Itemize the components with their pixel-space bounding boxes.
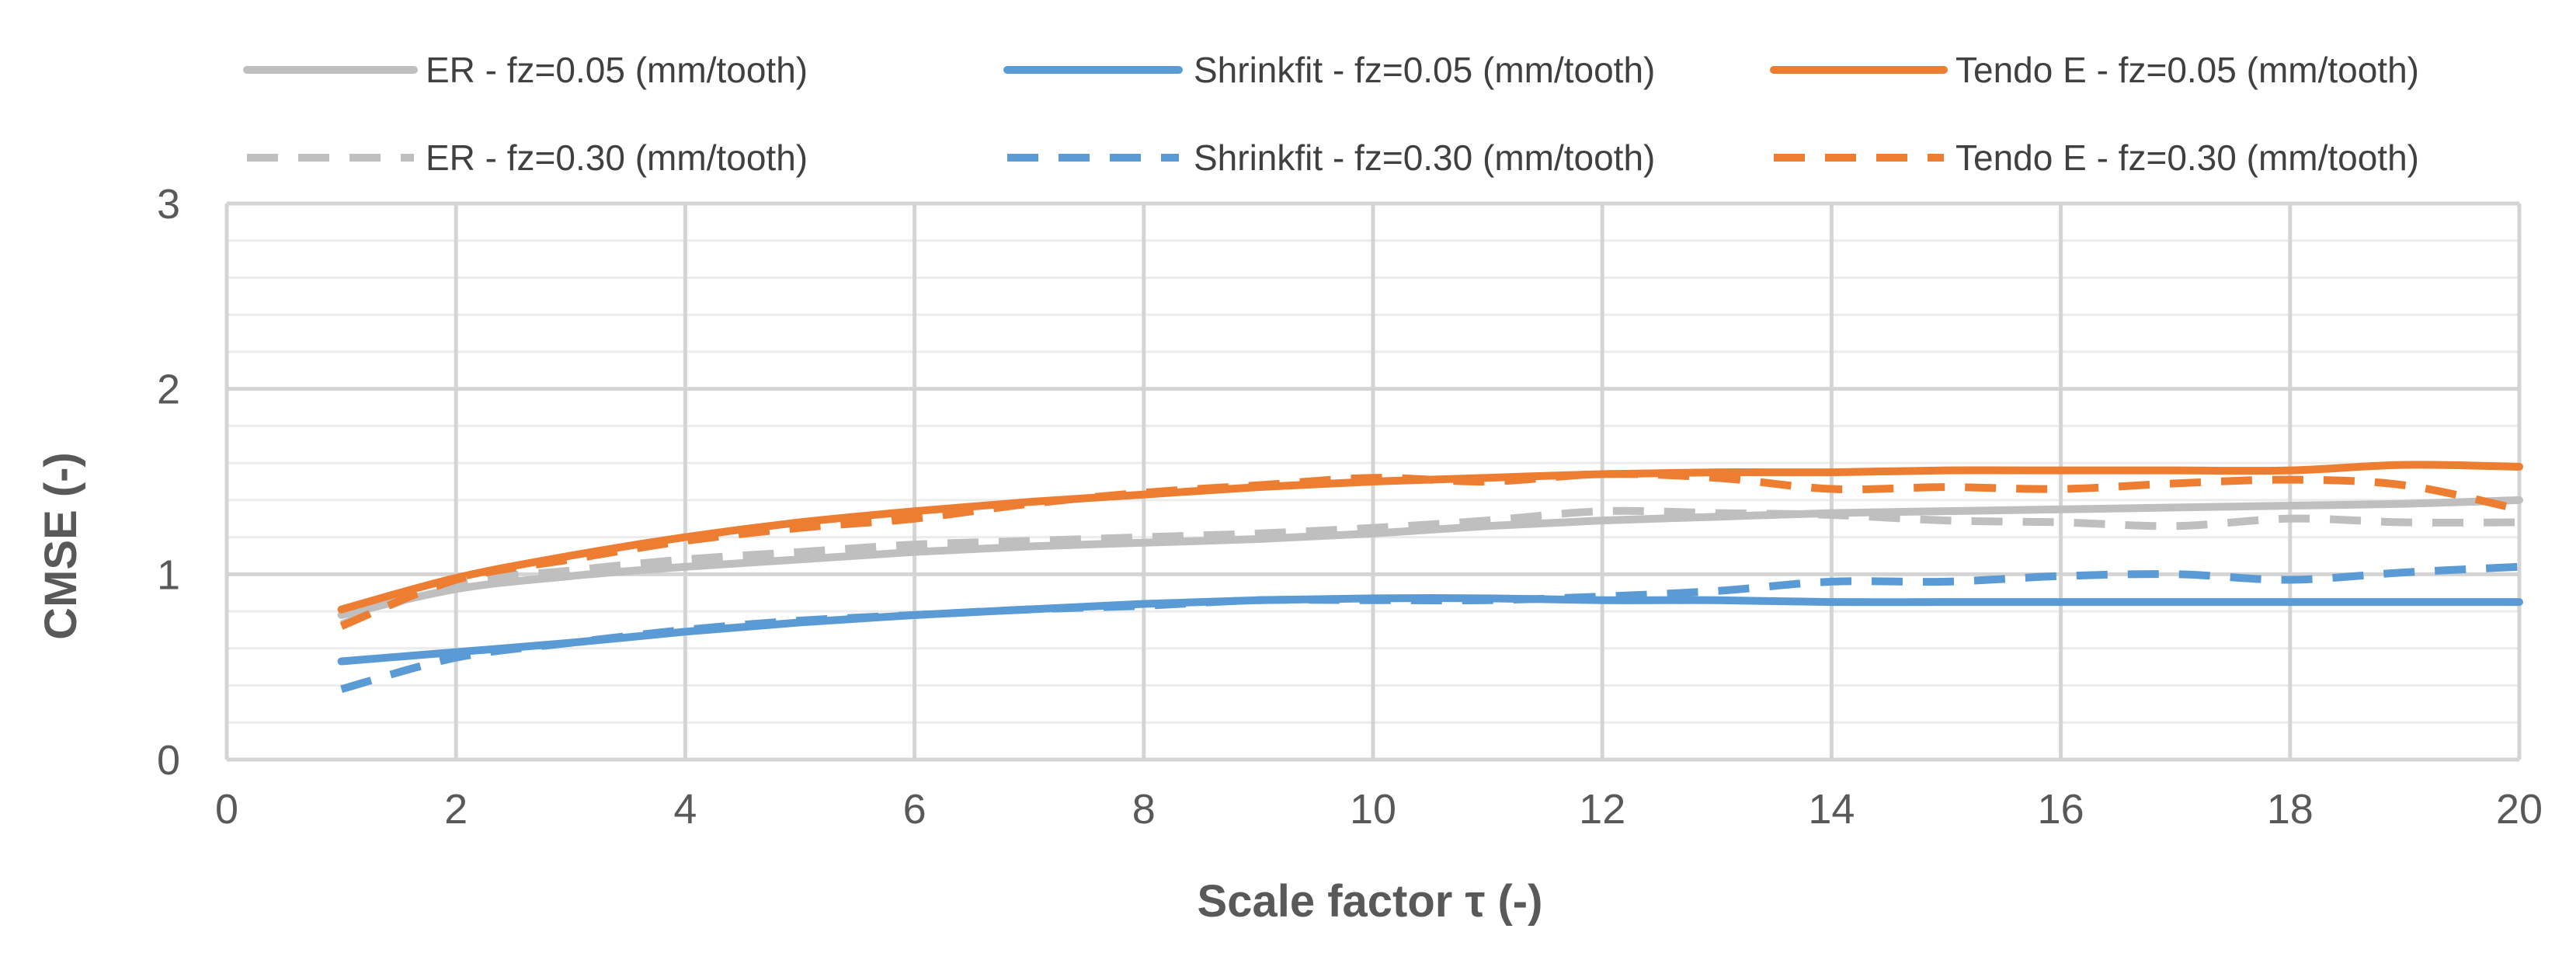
- series-line-er-fz-0-30-mm-tooth: [339, 506, 2520, 628]
- gridlines: [224, 201, 2522, 762]
- legend: ER - fz=0.05 (mm/tooth) Shrinkfit - fz=0.…: [243, 50, 2419, 178]
- y-tick-label: 1: [157, 551, 180, 598]
- series-line-tendo-e-fz-0-30-mm-tooth: [339, 470, 2521, 630]
- legend-label: ER - fz=0.30 (mm/tooth): [426, 137, 808, 178]
- legend-entry-shrinkfit-fz-0-30-mm-tooth: Shrinkfit - fz=0.30 (mm/tooth): [1007, 137, 1655, 178]
- legend-entry-tendo-e-fz-0-30-mm-tooth: Tendo E - fz=0.30 (mm/tooth): [1774, 137, 2419, 178]
- x-tick-label: 16: [2038, 786, 2084, 833]
- legend-label: ER - fz=0.05 (mm/tooth): [426, 50, 808, 90]
- x-tick-label: 4: [673, 786, 697, 833]
- x-tick-label: 20: [2496, 786, 2543, 833]
- series-line-shrinkfit-fz-0-30-mm-tooth: [340, 562, 2520, 694]
- x-tick-label: 12: [1579, 786, 1625, 833]
- x-axis-title: Scale factor τ (-): [1198, 876, 1543, 927]
- series-lines: [337, 461, 2523, 694]
- y-tick-label: 3: [157, 181, 180, 228]
- legend-entry-er-fz-0-30-mm-tooth: ER - fz=0.30 (mm/tooth): [247, 137, 808, 178]
- legend-label: Tendo E - fz=0.05 (mm/tooth): [1955, 50, 2419, 90]
- legend-label: Shrinkfit - fz=0.05 (mm/tooth): [1194, 50, 1655, 90]
- x-tick-label: 0: [215, 786, 238, 833]
- y-axis-title: CMSE (-): [36, 452, 86, 640]
- legend-label: Shrinkfit - fz=0.30 (mm/tooth): [1194, 137, 1655, 178]
- x-tick-label: 2: [444, 786, 468, 833]
- legend-entry-er-fz-0-05-mm-tooth: ER - fz=0.05 (mm/tooth): [243, 50, 808, 90]
- x-tick-label: 8: [1132, 786, 1156, 833]
- legend-entry-tendo-e-fz-0-05-mm-tooth: Tendo E - fz=0.05 (mm/tooth): [1770, 50, 2419, 90]
- y-tick-label: 2: [157, 367, 180, 413]
- y-tick-label: 0: [157, 737, 180, 784]
- legend-entry-shrinkfit-fz-0-05-mm-tooth: Shrinkfit - fz=0.05 (mm/tooth): [1003, 50, 1655, 90]
- x-tick-label: 14: [1808, 786, 1855, 833]
- x-tick-label: 10: [1350, 786, 1396, 833]
- series-line-er-fz-0-05-mm-tooth: [337, 496, 2523, 619]
- x-tick-label: 6: [903, 786, 926, 833]
- legend-label: Tendo E - fz=0.30 (mm/tooth): [1955, 137, 2419, 178]
- x-tick-label: 18: [2267, 786, 2314, 833]
